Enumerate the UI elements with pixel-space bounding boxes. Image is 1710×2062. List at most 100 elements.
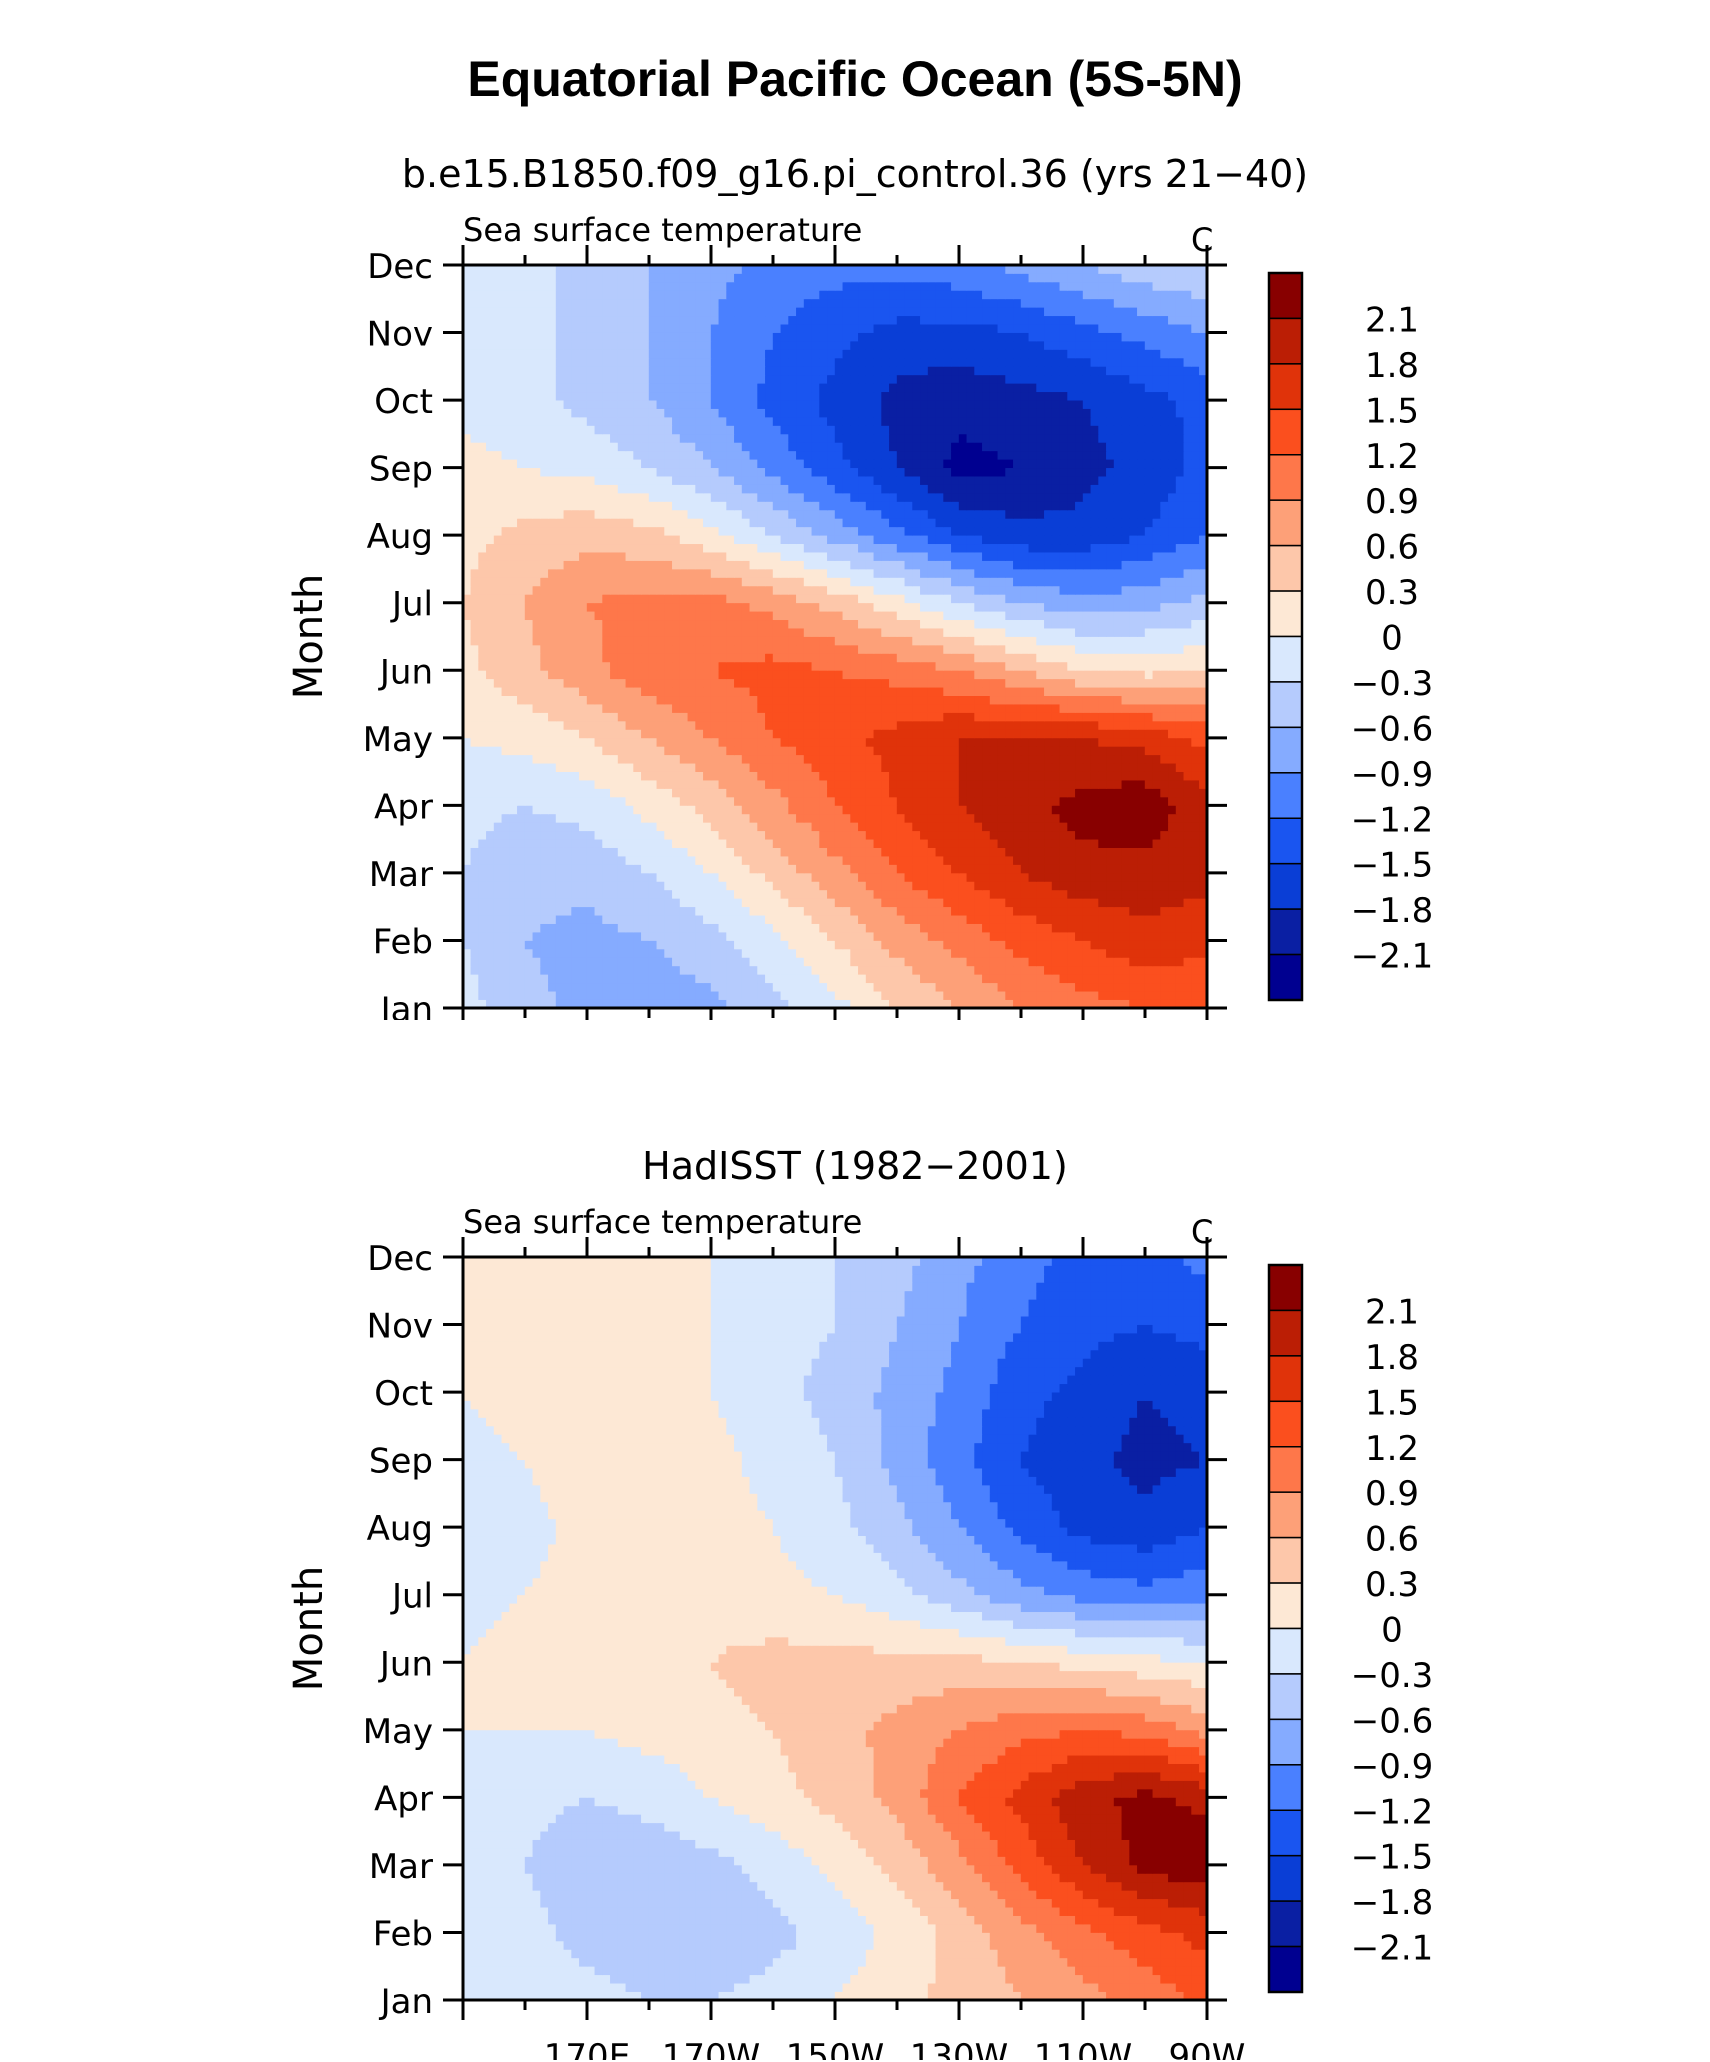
- heatmap-cell: [1191, 923, 1200, 933]
- heatmap-cell: [850, 686, 859, 697]
- heatmap-cell: [974, 577, 983, 587]
- heatmap-cell: [912, 847, 921, 857]
- heatmap-cell: [586, 914, 596, 924]
- heatmap-cell: [1059, 990, 1068, 1000]
- heatmap-cell: [594, 822, 603, 832]
- heatmap-cell: [1059, 999, 1068, 1009]
- heatmap-cell: [1059, 931, 1068, 941]
- heatmap-cell: [548, 982, 557, 992]
- heatmap-cell: [935, 619, 944, 629]
- heatmap-cell: [610, 796, 619, 806]
- heatmap-cell: [912, 982, 921, 992]
- heatmap-cell: [997, 906, 1006, 916]
- heatmap-cell: [1059, 830, 1068, 840]
- heatmap-cell: [509, 594, 518, 604]
- heatmap-cell: [881, 864, 890, 874]
- heatmap-cell: [772, 746, 782, 756]
- heatmap-cell: [881, 729, 890, 739]
- heatmap-cell: [687, 838, 696, 848]
- heatmap-cell: [1090, 898, 1099, 908]
- heatmap-cell: [912, 594, 921, 604]
- heatmap-cell: [734, 762, 743, 772]
- heatmap-cell: [943, 788, 952, 798]
- heatmap-cell: [788, 771, 797, 781]
- heatmap-cell: [470, 577, 479, 587]
- heatmap-cell: [749, 923, 758, 933]
- heatmap-cell: [974, 990, 983, 1000]
- heatmap-cell: [927, 712, 937, 722]
- heatmap-cell: [896, 746, 906, 756]
- heatmap-cell: [571, 610, 580, 621]
- heatmap-cell: [586, 788, 596, 798]
- heatmap-cell: [741, 746, 751, 756]
- heatmap-cell: [579, 602, 588, 612]
- heatmap-cell: [850, 923, 859, 933]
- heatmap-cell: [563, 805, 572, 815]
- heatmap-cell: [1191, 771, 1200, 781]
- heatmap-cell: [664, 822, 673, 832]
- heatmap-cell: [974, 881, 983, 891]
- heatmap-cell: [865, 965, 875, 975]
- heatmap-cell: [555, 923, 565, 933]
- heatmap-cell: [718, 872, 727, 882]
- heatmap-cell: [749, 670, 758, 680]
- heatmap-cell: [943, 999, 952, 1009]
- heatmap-cell: [943, 627, 952, 637]
- heatmap-cell: [563, 602, 572, 612]
- heatmap-cell: [734, 796, 743, 806]
- heatmap-cell: [1183, 644, 1192, 654]
- heatmap-cell: [486, 813, 495, 823]
- heatmap-cell: [834, 636, 844, 646]
- heatmap-cell: [1059, 974, 1068, 984]
- heatmap-cell: [834, 653, 844, 663]
- heatmap-cell: [1044, 619, 1053, 629]
- heatmap-cell: [1067, 906, 1076, 916]
- heatmap-cell: [896, 990, 906, 1000]
- heatmap-cell: [687, 923, 696, 933]
- heatmap-cell: [610, 737, 619, 747]
- heatmap-cell: [470, 746, 479, 756]
- heatmap-cell: [1183, 585, 1192, 595]
- heatmap-cell: [749, 931, 758, 941]
- heatmap-cell: [881, 627, 890, 637]
- heatmap-cell: [966, 686, 975, 697]
- heatmap-cell: [610, 838, 619, 848]
- heatmap-cell: [563, 914, 572, 924]
- heatmap-cell: [718, 712, 727, 722]
- heatmap-cell: [1059, 636, 1068, 646]
- heatmap-cell: [687, 585, 696, 595]
- heatmap-cell: [850, 855, 859, 865]
- heatmap-cell: [718, 796, 727, 806]
- heatmap-cell: [672, 754, 681, 764]
- heatmap-cell: [524, 585, 534, 595]
- heatmap-cell: [571, 636, 580, 646]
- heatmap-cell: [889, 805, 898, 815]
- heatmap-cell: [896, 830, 906, 840]
- heatmap-cell: [1152, 585, 1161, 595]
- heatmap-cell: [935, 931, 944, 941]
- heatmap-cell: [532, 982, 541, 992]
- heatmap-cell: [1059, 712, 1068, 722]
- heatmap-cell: [850, 796, 859, 806]
- heatmap-cell: [656, 729, 665, 739]
- heatmap-cell: [1113, 779, 1123, 789]
- heatmap-cell: [579, 889, 588, 899]
- heatmap-cell: [509, 771, 518, 781]
- heatmap-cell: [1106, 661, 1115, 671]
- heatmap-cell: [951, 568, 960, 578]
- heatmap-cell: [493, 661, 503, 671]
- heatmap-cell: [1113, 906, 1123, 916]
- heatmap-cell: [803, 940, 813, 950]
- heatmap-cell: [788, 990, 797, 1000]
- heatmap-cell: [633, 703, 642, 713]
- heatmap-cell: [827, 889, 836, 899]
- heatmap-cell: [1183, 847, 1192, 857]
- heatmap-cell: [540, 838, 549, 848]
- heatmap-cell: [610, 779, 619, 789]
- heatmap-cell: [656, 906, 665, 916]
- heatmap-cell: [827, 636, 836, 646]
- heatmap-cell: [656, 720, 665, 730]
- heatmap-cell: [540, 788, 549, 798]
- heatmap-cell: [1075, 619, 1084, 629]
- heatmap-cell: [772, 636, 782, 646]
